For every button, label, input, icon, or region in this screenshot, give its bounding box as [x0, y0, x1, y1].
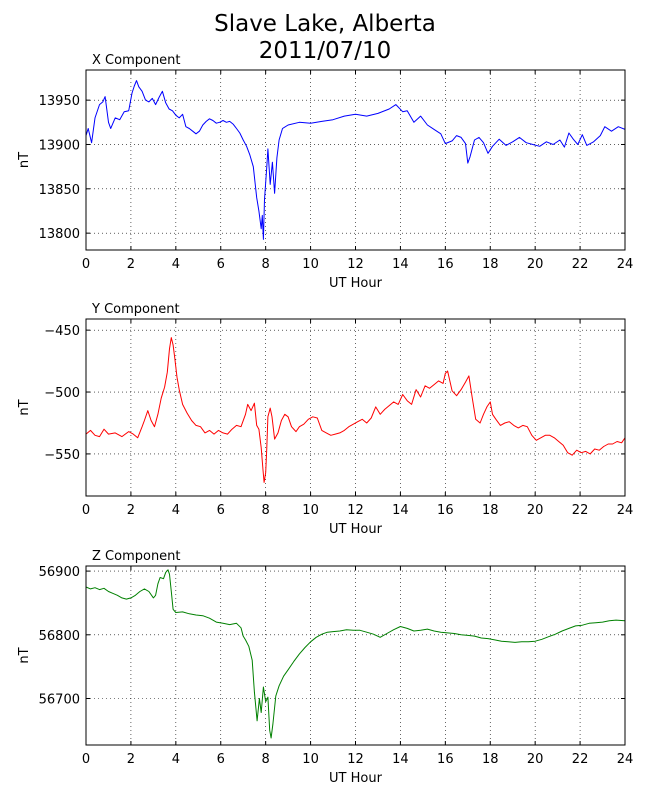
x-tick-label: 14	[392, 503, 409, 518]
x-tick-label: 8	[262, 257, 270, 272]
y-tick-label: −450	[44, 324, 80, 339]
x-tick-label: 0	[82, 257, 90, 272]
y-tick-label: 13950	[39, 94, 80, 109]
x-tick-label: 12	[347, 752, 364, 767]
x-tick-label: 12	[347, 257, 364, 272]
x-tick-label: 20	[527, 752, 544, 767]
y-tick-label: 56900	[39, 565, 80, 580]
y-axis-label: nT	[17, 152, 32, 168]
figure-subtitle-date: 2011/07/10	[258, 38, 392, 64]
x-tick-label: 4	[172, 752, 180, 767]
x-tick-label: 24	[617, 257, 634, 272]
x-tick-label: 10	[302, 752, 319, 767]
data-series-line	[85, 337, 626, 483]
y-tick-label: 13800	[39, 227, 80, 242]
x-tick-label: 24	[617, 752, 634, 767]
panel-title: Z Component	[92, 549, 181, 564]
y-tick-label: −550	[44, 448, 80, 463]
y-axis-label: nT	[17, 399, 32, 415]
x-tick-label: 16	[437, 752, 454, 767]
x-axis-label: UT Hour	[329, 771, 383, 786]
x-tick-label: 12	[347, 503, 364, 518]
y-axis-label: nT	[17, 647, 32, 663]
x-tick-label: 2	[127, 503, 135, 518]
x-tick-label: 4	[172, 257, 180, 272]
x-tick-label: 6	[217, 752, 225, 767]
x-tick-label: 22	[572, 257, 589, 272]
x-tick-label: 16	[437, 503, 454, 518]
x-tick-label: 18	[482, 752, 499, 767]
y-tick-label: 13900	[39, 138, 80, 153]
chart-panel-1: 0 2 4 6 8 10 12 14 16 18 20 22 241380013850139001395…	[17, 53, 633, 291]
y-tick-label: 13850	[39, 183, 80, 198]
panel-title: X Component	[92, 53, 181, 68]
x-tick-label: 14	[392, 752, 409, 767]
x-tick-label: 6	[217, 503, 225, 518]
x-tick-label: 2	[127, 752, 135, 767]
x-tick-label: 6	[217, 257, 225, 272]
x-tick-label: 16	[437, 257, 454, 272]
x-tick-label: 20	[527, 257, 544, 272]
x-tick-label: 24	[617, 503, 634, 518]
x-tick-label: 10	[302, 257, 319, 272]
x-tick-label: 8	[262, 752, 270, 767]
y-tick-label: 56700	[39, 692, 80, 707]
data-series-line	[85, 80, 626, 240]
y-tick-label: −500	[44, 386, 80, 401]
x-tick-label: 14	[392, 257, 409, 272]
x-tick-label: 18	[482, 257, 499, 272]
x-tick-label: 8	[262, 503, 270, 518]
x-tick-label: 0	[82, 752, 90, 767]
x-tick-label: 18	[482, 503, 499, 518]
x-axis-label: UT Hour	[329, 522, 383, 537]
x-tick-label: 10	[302, 503, 319, 518]
x-tick-label: 2	[127, 257, 135, 272]
x-tick-label: 4	[172, 503, 180, 518]
x-tick-label: 22	[572, 752, 589, 767]
x-tick-label: 22	[572, 503, 589, 518]
y-tick-label: 56800	[39, 629, 80, 644]
panel-title: Y Component	[91, 302, 180, 317]
x-tick-label: 0	[82, 503, 90, 518]
x-axis-label: UT Hour	[329, 276, 383, 291]
x-tick-label: 20	[527, 503, 544, 518]
figure-title: Slave Lake, Alberta	[214, 11, 436, 37]
data-series-line	[85, 569, 626, 739]
